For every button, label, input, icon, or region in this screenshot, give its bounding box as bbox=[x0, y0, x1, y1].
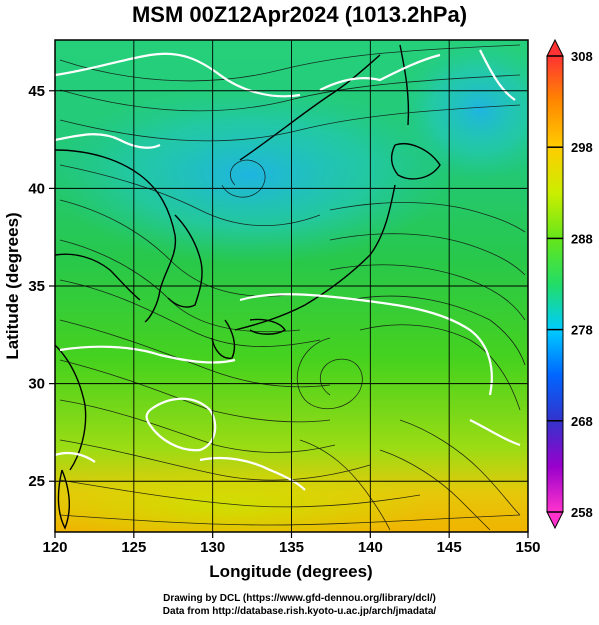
colorbar-tick-label-288: 288 bbox=[571, 231, 593, 246]
taiwan bbox=[57, 469, 70, 530]
colorbar-min-arrow bbox=[546, 511, 564, 530]
asia-coast bbox=[55, 149, 177, 323]
x-tick-label-125: 125 bbox=[121, 539, 146, 556]
colorbar-ticks: 258 268 278 288 298 308 bbox=[547, 49, 593, 520]
shikoku bbox=[249, 318, 286, 335]
y-tick-label-35: 35 bbox=[28, 278, 45, 295]
colorbar-max-arrow bbox=[546, 38, 564, 57]
colorbar-tick-label-278: 278 bbox=[571, 323, 593, 338]
credits: Drawing by DCL (https://www.gfd-dennou.o… bbox=[0, 592, 599, 618]
y-tick-label-45: 45 bbox=[28, 83, 45, 100]
cold-region bbox=[55, 85, 450, 265]
colorbar-body bbox=[546, 55, 564, 513]
x-tick-label-120: 120 bbox=[42, 539, 67, 556]
colorbar-tick-label-268: 268 bbox=[571, 414, 593, 429]
y-tick-label-40: 40 bbox=[28, 180, 45, 197]
sakhalin bbox=[399, 44, 410, 126]
colorbar: 258 268 278 288 298 308 bbox=[546, 38, 593, 530]
russia-coast bbox=[239, 54, 381, 161]
plot-area bbox=[55, 40, 528, 532]
colorbar-tick-label-308: 308 bbox=[571, 49, 593, 64]
x-tick-label-130: 130 bbox=[200, 539, 225, 556]
y-axis: 25 30 35 40 45 bbox=[28, 83, 55, 490]
x-tick-label-135: 135 bbox=[279, 539, 304, 556]
kyushu bbox=[211, 319, 236, 359]
x-tick-label-140: 140 bbox=[358, 539, 383, 556]
colorbar-tick-label-298: 298 bbox=[571, 140, 593, 155]
credit-data: Data from http://database.rish.kyoto-u.a… bbox=[162, 606, 437, 617]
hokkaido bbox=[390, 143, 441, 180]
colorbar-tick-label-258: 258 bbox=[571, 505, 593, 520]
y-tick-label-25: 25 bbox=[28, 473, 45, 490]
china-north-coast bbox=[55, 253, 141, 301]
y-tick-label-30: 30 bbox=[28, 376, 45, 393]
x-tick-label-150: 150 bbox=[515, 539, 540, 556]
y-axis-title: Latitude (degrees) bbox=[3, 212, 22, 359]
gridlines bbox=[55, 40, 528, 532]
cold-region-east bbox=[400, 40, 528, 180]
chart-title: MSM 00Z12Apr2024 (1013.2hPa) bbox=[131, 2, 468, 27]
credit-drawing: Drawing by DCL (https://www.gfd-dennou.o… bbox=[163, 593, 436, 604]
warm-region bbox=[55, 465, 430, 532]
x-tick-label-145: 145 bbox=[437, 539, 462, 556]
x-axis: 120 125 130 135 140 145 150 bbox=[42, 532, 541, 556]
x-axis-title: Longitude (degrees) bbox=[209, 562, 372, 581]
isotherm-contours bbox=[55, 49, 521, 491]
honshu bbox=[234, 184, 396, 331]
